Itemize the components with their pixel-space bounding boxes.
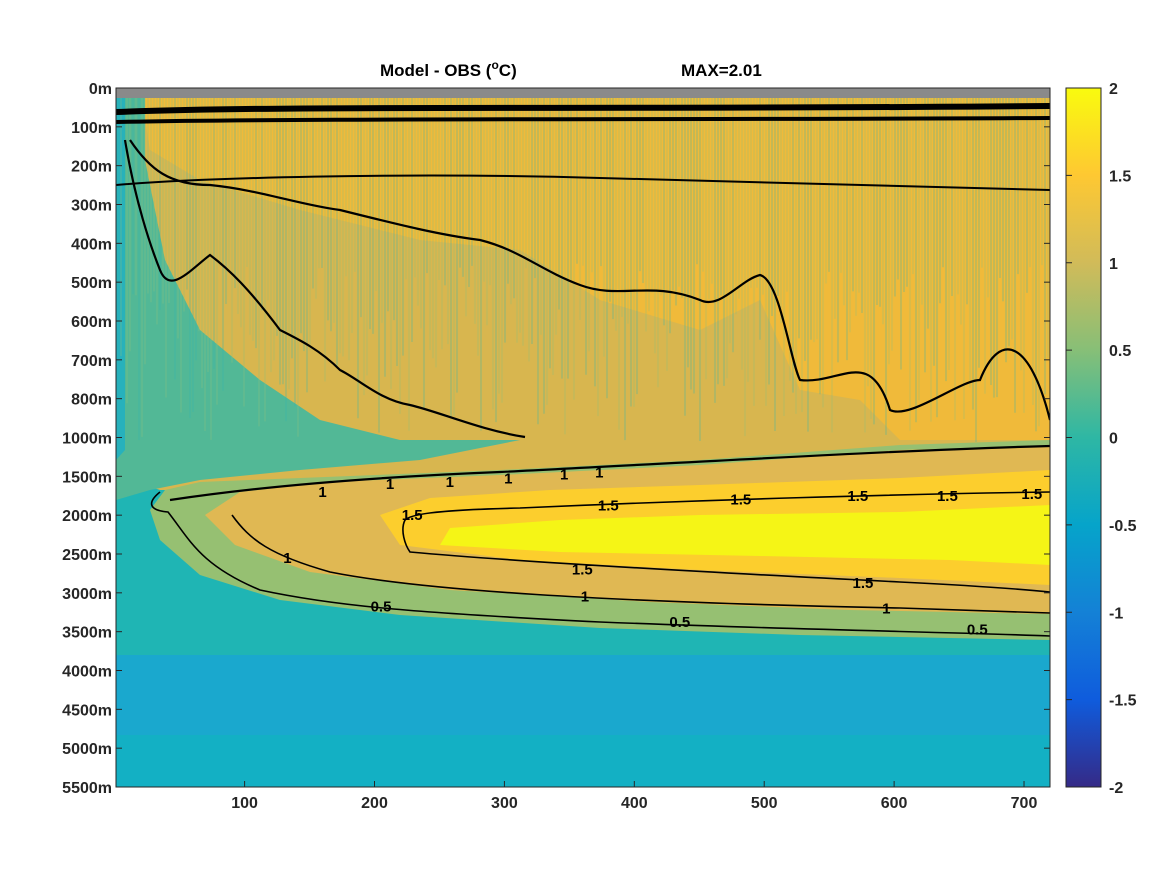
contour-label: 0.5 <box>371 598 392 615</box>
y-tick-label: 500m <box>71 275 112 292</box>
colorbar-tick-label: -1.5 <box>1109 693 1137 710</box>
colorbar-tick-label: 1.5 <box>1109 168 1131 185</box>
y-tick-label: 3500m <box>62 625 112 642</box>
svg-text:Model - OBS (oC): Model - OBS (oC) <box>380 58 517 80</box>
contour-label: 1.5 <box>572 562 593 579</box>
abyssal-band <box>116 655 1050 735</box>
plot-area: 1 1 1 1 1 1 1.5 1.5 1.5 1.5 1.5 1.5 1.5 1.5 1 1 1 0.5 0.5 0… <box>116 88 1050 787</box>
contour-label: 1.5 <box>853 575 874 592</box>
colorbar-tick-label: 0.5 <box>1109 343 1131 360</box>
colorbar-tick-label: -1 <box>1109 605 1123 622</box>
surface-mask <box>116 88 1050 98</box>
title-main: Model - OBS ( <box>380 61 492 80</box>
x-tick-label: 700 <box>1011 795 1038 812</box>
x-tick-label: 400 <box>621 795 648 812</box>
chart-title: Model - OBS (oC) MAX=2.01 <box>380 58 762 80</box>
contour-label: 1.5 <box>847 488 868 505</box>
y-tick-label: 0m <box>89 81 112 98</box>
contour-label: 1 <box>560 466 568 483</box>
contour-0.5-left <box>150 491 1050 637</box>
contour-1-outer <box>231 514 1050 614</box>
contour-label: 1 <box>882 600 890 617</box>
y-tick-label: 2500m <box>62 547 112 564</box>
y-tick-label: 4500m <box>62 702 112 719</box>
y-tick-label: 3000m <box>62 586 112 603</box>
abyssal-bottom <box>116 735 1050 787</box>
contour-label: 1 <box>446 474 454 491</box>
contour-label: 1.5 <box>598 497 619 514</box>
x-tick-label: 300 <box>491 795 518 812</box>
contour-label: 1 <box>318 484 326 501</box>
y-tick-label: 400m <box>71 236 112 253</box>
title-unit-tail: C) <box>499 61 517 80</box>
x-tick-label: 200 <box>361 795 388 812</box>
contour-1.5-outer <box>402 491 1050 593</box>
contour-label: 1 <box>283 550 291 567</box>
contour-1.5-surface <box>116 174 1050 191</box>
colorbar-tick-label: -2 <box>1109 780 1123 797</box>
y-tick-label: 300m <box>71 198 112 215</box>
colorbar: 2 1.5 1 0.5 0 -0.5 -1 -1.5 -2 <box>1065 81 1137 797</box>
contour-lines <box>116 103 1050 637</box>
colorbar-tick-label: 2 <box>1109 81 1118 98</box>
max-label: MAX=2.01 <box>681 61 762 80</box>
x-tick-label: 100 <box>231 795 258 812</box>
y-tick-label: 200m <box>71 159 112 176</box>
x-tick-label: 600 <box>881 795 908 812</box>
colorbar-ticks: 2 1.5 1 0.5 0 -0.5 -1 -1.5 -2 <box>1066 81 1137 797</box>
contour-label: 1 <box>504 470 512 487</box>
contour-1-deep-upper <box>169 444 1050 502</box>
y-tick-label: 4000m <box>62 664 112 681</box>
contour-0.5-upper <box>123 139 526 439</box>
colorbar-tick-label: 1 <box>1109 256 1118 273</box>
y-tick-label: 700m <box>71 353 112 370</box>
y-tick-label: 100m <box>71 120 112 137</box>
y-tick-label: 1000m <box>62 431 112 448</box>
contour-label: 1.5 <box>937 488 958 505</box>
contour-label: 1 <box>595 464 603 481</box>
x-axis: 100 200 300 400 500 600 700 <box>231 781 1037 812</box>
contour-1-upper <box>129 139 1050 421</box>
transition-green <box>116 88 520 500</box>
contour-label: 1.5 <box>1021 486 1042 503</box>
contour-surface-band-2 <box>116 116 1050 124</box>
y-tick-label: 1500m <box>62 469 112 486</box>
x-tick-label: 500 <box>751 795 778 812</box>
contour-label: 1 <box>386 476 394 493</box>
y-tick-label: 800m <box>71 392 112 409</box>
colorbar-tick-label: -0.5 <box>1109 518 1137 535</box>
title-unit-sup: o <box>491 58 498 72</box>
y-tick-label: 600m <box>71 314 112 331</box>
y-tick-label: 2000m <box>62 508 112 525</box>
y-tick-label: 5000m <box>62 741 112 758</box>
deep-lens-max <box>440 505 1050 565</box>
y-tick-label: 5500m <box>62 780 112 797</box>
left-cyan-column <box>116 88 125 460</box>
colorbar-tick-label: 0 <box>1109 431 1118 448</box>
contour-surface-band <box>116 103 1050 115</box>
contour-label: 1.5 <box>730 492 751 509</box>
y-axis: 0m 100m 200m 300m 400m 500m 600m 700m 800m 1000m 1… <box>62 81 1050 797</box>
contour-label: 0.5 <box>669 614 690 631</box>
contour-label: 1 <box>581 589 589 606</box>
contour-labels: 1 1 1 1 1 1 1.5 1.5 1.5 1.5 1.5 1.5 1.5 1.5 1 1 1 0.5 0.5 0… <box>283 464 1042 638</box>
contour-label: 1.5 <box>402 507 423 524</box>
contour-label: 0.5 <box>967 622 988 639</box>
